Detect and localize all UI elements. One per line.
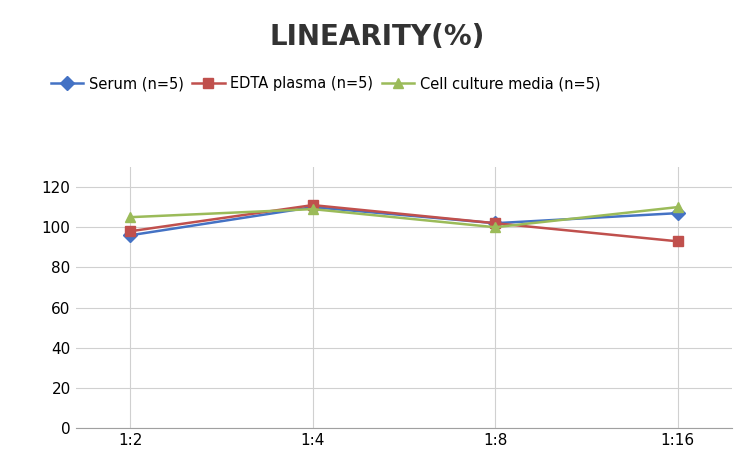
EDTA plasma (n=5) [491, 221, 500, 226]
Cell culture media (n=5) [308, 207, 317, 212]
Serum (n=5) [125, 233, 135, 238]
EDTA plasma (n=5) [673, 239, 683, 244]
Serum (n=5) [308, 204, 317, 210]
EDTA plasma (n=5) [125, 229, 135, 234]
Line: Cell culture media (n=5): Cell culture media (n=5) [125, 202, 683, 232]
EDTA plasma (n=5) [308, 202, 317, 208]
Cell culture media (n=5) [125, 215, 135, 220]
Legend: Serum (n=5), EDTA plasma (n=5), Cell culture media (n=5): Serum (n=5), EDTA plasma (n=5), Cell cul… [45, 70, 606, 97]
Serum (n=5) [673, 211, 683, 216]
Cell culture media (n=5) [491, 225, 500, 230]
Cell culture media (n=5) [673, 204, 683, 210]
Text: LINEARITY(%): LINEARITY(%) [270, 23, 485, 51]
Serum (n=5) [491, 221, 500, 226]
Line: Serum (n=5): Serum (n=5) [125, 202, 683, 240]
Line: EDTA plasma (n=5): EDTA plasma (n=5) [125, 200, 683, 246]
